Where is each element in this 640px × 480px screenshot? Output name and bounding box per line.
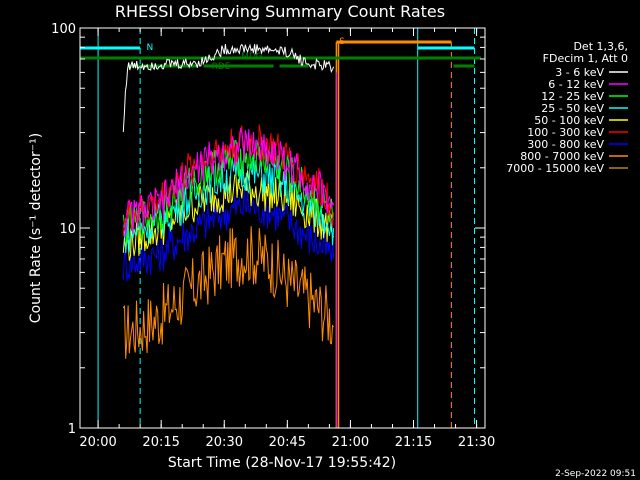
annotation-s: S [339,37,345,47]
x-tick-label: 20:00 [79,435,116,450]
x-tick-label: 20:30 [206,435,243,450]
y-axis-label: Count Rate (s⁻¹ detector⁻¹) [28,133,44,323]
legend-label: 3 - 6 keV [555,66,604,79]
y-tick-label: 10 [59,222,76,237]
legend-label: 800 - 7000 keV [520,150,604,163]
x-axis-label: Start Time (28-Nov-17 19:55:42) [168,455,396,471]
legend-item: 12 - 25 keV [541,90,628,103]
legend-header: FDecim 1, Att 0 [543,52,628,65]
legend-item: 6 - 12 keV [548,78,628,91]
legend-item: 7000 - 15000 keV [506,162,628,175]
x-tick-label: 20:15 [142,435,179,450]
legend-label: 6 - 12 keV [548,78,604,91]
annotation-rde: RDE [212,62,231,72]
series-line [122,138,335,244]
axes: 20:00 20:15 20:30 20:45 21:00 21:15 21:30 1 10 10… [51,22,495,450]
footer-date: 2-Sep-2022 09:51 [555,469,636,479]
annotation-mdg: MDG [241,52,263,62]
legend-label: 7000 - 15000 keV [506,162,604,175]
legend-label: 50 - 100 keV [534,114,604,127]
x-tick-label: 20:45 [269,435,306,450]
chart-title: RHESSI Observing Summary Count Rates [115,2,445,21]
plot-area: N S MDG RDE [80,28,481,428]
legend-item: 3 - 6 keV [555,66,628,79]
legend-header: Det 1,3,6, [573,40,628,53]
x-tick-label: 21:30 [458,435,495,450]
series-line [122,226,334,359]
x-tick-label: 21:15 [395,435,432,450]
y-tick-label: 100 [51,22,76,37]
annotation-n: N [146,43,153,53]
x-tick-label: 21:00 [332,435,369,450]
legend-label: 100 - 300 keV [527,126,604,139]
legend-item: 300 - 800 keV [527,138,628,151]
legend-label: 300 - 800 keV [527,138,604,151]
legend-label: 25 - 50 keV [541,102,604,115]
series-line [122,188,335,282]
series-line [122,43,335,133]
legend-item: 50 - 100 keV [534,114,628,127]
series-line [122,156,335,254]
legend-item: 100 - 300 keV [527,126,628,139]
legend-item: 25 - 50 keV [541,102,628,115]
y-tick-label: 1 [68,422,76,437]
legend-label: 12 - 25 keV [541,90,604,103]
legend-item: 800 - 7000 keV [520,150,628,163]
series-line [122,127,335,237]
